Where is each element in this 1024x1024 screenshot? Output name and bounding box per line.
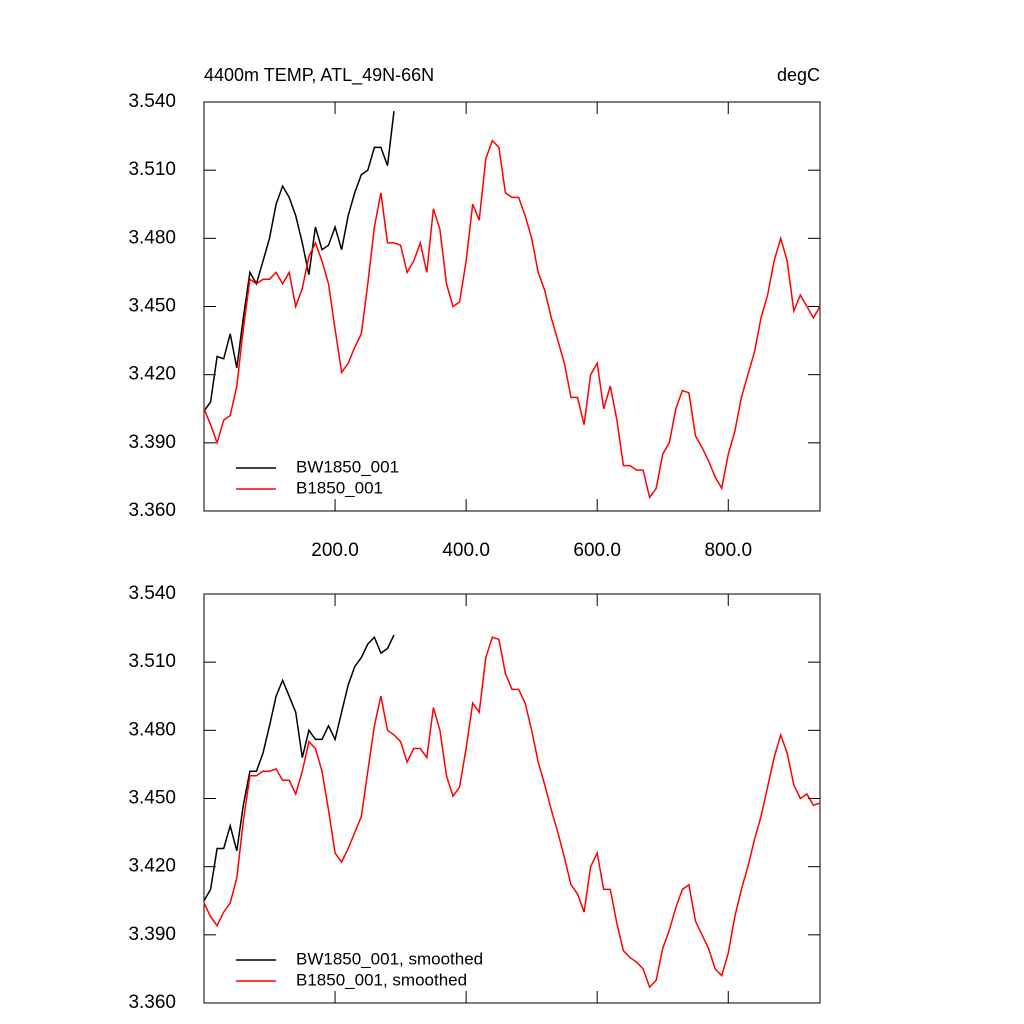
y-tick-label: 3.510	[128, 159, 176, 180]
chart-title: 4400m TEMP, ATL_49N-66N	[204, 65, 434, 86]
y-tick-label: 3.360	[128, 992, 176, 1013]
y-tick-label: 3.420	[128, 856, 176, 877]
x-tick-label: 800.0	[704, 540, 752, 561]
x-tick-label: 600.0	[573, 540, 621, 561]
y-tick-label: 3.450	[128, 296, 176, 317]
y-tick-label: 3.540	[128, 91, 176, 112]
legend-label: B1850_001, smoothed	[296, 970, 467, 989]
data-line	[203, 634, 395, 902]
legend-label: BW1850_001	[296, 457, 399, 476]
x-tick-label: 200.0	[311, 540, 359, 561]
y-tick-label: 3.420	[128, 364, 176, 385]
y-tick-label: 3.390	[128, 924, 176, 945]
data-line	[203, 636, 821, 989]
y-tick-label: 3.540	[128, 583, 176, 604]
data-line	[203, 139, 821, 500]
data-line	[203, 111, 395, 412]
units-label: degC	[777, 65, 820, 85]
plot-frame	[203, 593, 821, 1004]
y-tick-label: 3.480	[128, 719, 176, 740]
y-tick-label: 3.450	[128, 788, 176, 809]
y-tick-label: 3.480	[128, 227, 176, 248]
x-tick-label: 400.0	[442, 540, 490, 561]
legend-label: B1850_001	[296, 478, 383, 497]
y-tick-label: 3.360	[128, 500, 176, 521]
y-tick-label: 3.510	[128, 651, 176, 672]
y-tick-label: 3.390	[128, 432, 176, 453]
legend-label: BW1850_001, smoothed	[296, 949, 483, 968]
